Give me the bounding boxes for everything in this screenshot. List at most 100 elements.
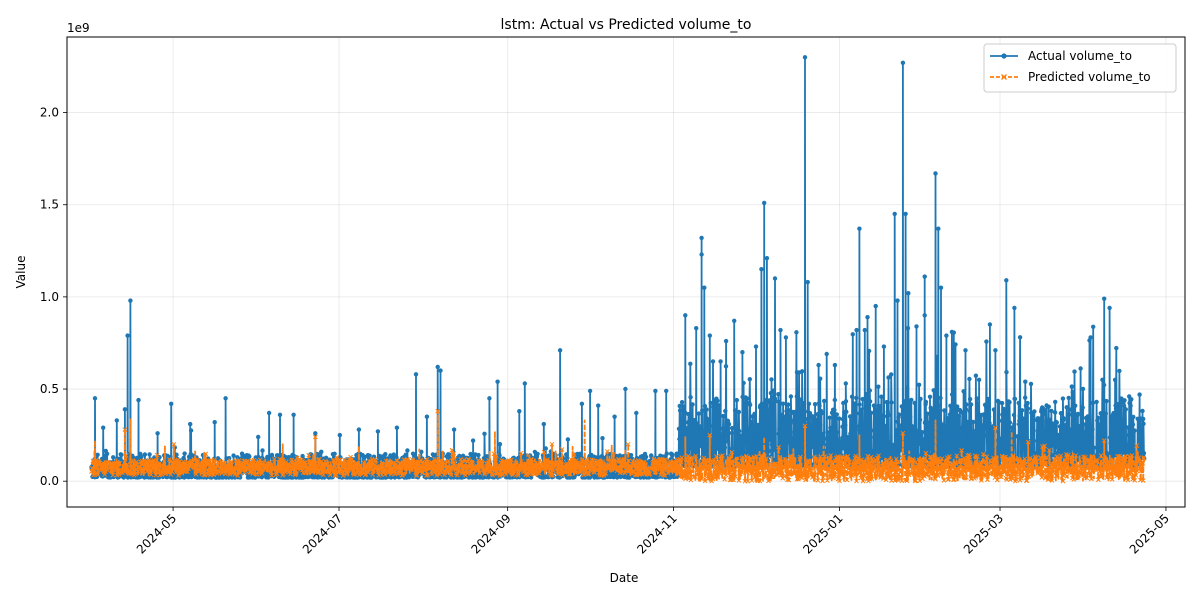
actual-point: [944, 333, 949, 338]
actual-point: [114, 418, 120, 423]
actual-point: [820, 431, 826, 437]
actual-point: [859, 407, 864, 412]
actual-point: [403, 452, 408, 457]
actual-point: [1036, 430, 1042, 436]
actual-point: [497, 453, 502, 458]
actual-point: [689, 432, 694, 437]
actual-point: [806, 401, 812, 406]
actual-point: [908, 446, 914, 451]
actual-point: [926, 434, 931, 439]
actual-point: [812, 402, 818, 407]
actual-point: [1037, 449, 1042, 454]
actual-point: [744, 396, 750, 401]
actual-point: [1054, 420, 1060, 425]
actual-point: [840, 435, 845, 441]
actual-point: [951, 442, 957, 447]
actual-point: [983, 403, 988, 408]
actual-point: [939, 451, 944, 456]
actual-point: [935, 403, 941, 408]
actual-point: [938, 285, 944, 290]
actual-point: [792, 418, 798, 424]
actual-point: [967, 376, 972, 382]
actual-point: [699, 428, 704, 433]
actual-point: [1012, 305, 1017, 311]
actual-point: [764, 256, 770, 261]
actual-point: [470, 438, 476, 443]
actual-point: [187, 456, 192, 461]
actual-point: [971, 419, 976, 425]
actual-point: [805, 279, 810, 285]
actual-point: [708, 423, 713, 429]
actual-point: [781, 419, 786, 424]
actual-point: [1103, 411, 1109, 416]
actual-point: [978, 442, 983, 447]
actual-point: [802, 409, 808, 414]
actual-point: [899, 404, 904, 409]
actual-point: [857, 411, 862, 416]
actual-point: [1075, 411, 1081, 417]
actual-point: [927, 394, 933, 399]
actual-point: [909, 431, 914, 436]
actual-point: [1012, 421, 1017, 427]
actual-point: [884, 432, 890, 438]
actual-point: [375, 429, 381, 434]
actual-point: [753, 344, 759, 349]
actual-point: [905, 326, 911, 331]
actual-point: [1023, 379, 1028, 384]
actual-point: [930, 407, 935, 412]
actual-point: [1069, 384, 1075, 389]
actual-point: [966, 420, 972, 425]
actual-point: [938, 395, 943, 401]
actual-point: [438, 368, 443, 373]
actual-point: [854, 395, 859, 401]
actual-point: [1117, 414, 1122, 419]
actual-point: [1119, 429, 1125, 434]
actual-point: [1057, 443, 1062, 448]
actual-point: [1116, 450, 1122, 455]
actual-point: [1113, 406, 1119, 411]
actual-point: [1002, 407, 1007, 412]
actual-point: [922, 274, 927, 279]
actual-point: [983, 421, 988, 426]
actual-point: [1112, 412, 1117, 418]
actual-point: [771, 388, 776, 393]
actual-point: [830, 425, 835, 430]
actual-point: [723, 338, 729, 344]
actual-point: [889, 400, 894, 405]
actual-point: [834, 412, 839, 417]
actual-point: [1090, 400, 1096, 406]
actual-point: [787, 440, 792, 445]
actual-point: [1057, 424, 1063, 429]
actual-point: [169, 401, 174, 406]
actual-point: [596, 403, 601, 408]
actual-point: [850, 332, 855, 337]
actual-point: [681, 404, 686, 409]
actual-point: [1120, 436, 1125, 441]
actual-point: [913, 447, 918, 453]
actual-point: [1070, 431, 1075, 436]
actual-point: [1038, 424, 1044, 429]
actual-point: [843, 399, 849, 404]
actual-point: [869, 428, 874, 433]
actual-point: [528, 475, 534, 480]
actual-point: [543, 446, 548, 451]
actual-point: [1095, 415, 1101, 420]
actual-point: [1121, 417, 1127, 422]
actual-point: [700, 408, 705, 413]
actual-point: [1007, 420, 1013, 425]
actual-point: [926, 421, 932, 426]
actual-point: [424, 414, 430, 419]
actual-point: [724, 426, 730, 431]
actual-point: [1022, 418, 1027, 423]
actual-point: [903, 211, 908, 217]
actual-point: [142, 452, 148, 457]
actual-point: [893, 449, 898, 454]
actual-point: [1060, 396, 1066, 401]
actual-point: [778, 432, 784, 437]
actual-point: [849, 437, 854, 442]
actual-point: [715, 398, 720, 403]
actual-point: [759, 428, 764, 434]
actual-point: [212, 420, 217, 425]
actual-point: [987, 420, 992, 426]
actual-point: [867, 399, 873, 404]
